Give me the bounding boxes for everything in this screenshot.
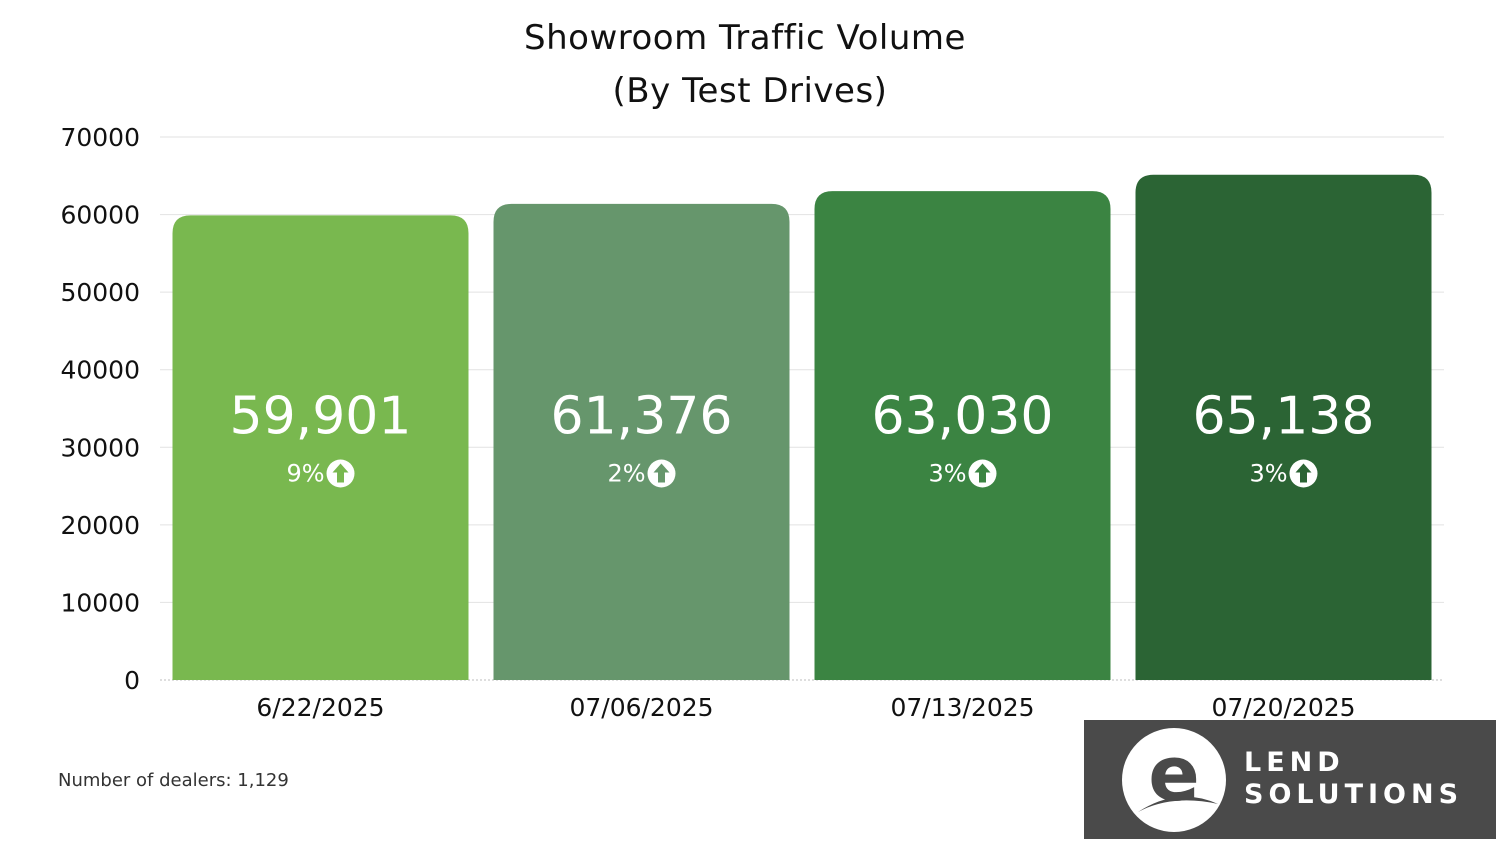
arrow-up-circle-icon xyxy=(968,459,997,488)
y-tick-label: 10000 xyxy=(60,588,140,617)
chart-title-line-1: Showroom Traffic Volume xyxy=(524,18,966,58)
arrow-up-circle-icon xyxy=(1289,459,1318,488)
logo-e-mark-icon: e xyxy=(1122,728,1226,832)
y-tick-label: 50000 xyxy=(60,278,140,307)
company-logo: e LEND SOLUTIONS xyxy=(1084,720,1496,839)
bar-4 xyxy=(1135,174,1432,681)
logo-letter: e xyxy=(1148,729,1200,818)
bar-value-label: 61,376 xyxy=(551,387,733,447)
bar-2 xyxy=(493,203,790,681)
y-tick-label: 40000 xyxy=(60,356,140,385)
bar-change-label: 3% xyxy=(929,460,967,488)
x-tick-label: 07/13/2025 xyxy=(890,693,1034,722)
x-axis-tick-labels: 6/22/2025 07/06/2025 07/13/2025 07/20/2025 xyxy=(256,693,1355,722)
chart-title-line-2: (By Test Drives) xyxy=(613,71,888,111)
logo-text-line-1: LEND xyxy=(1244,747,1345,778)
y-tick-label: 0 xyxy=(124,666,140,695)
x-tick-label: 07/06/2025 xyxy=(569,693,713,722)
bar-labels: 59,901 9% 61,376 2% 63,030 3% 65,138 3% xyxy=(230,387,1375,488)
bar-change-label: 2% xyxy=(608,460,646,488)
arrow-up-circle-icon xyxy=(647,459,676,488)
logo-text-line-2: SOLUTIONS xyxy=(1244,779,1464,810)
x-tick-label: 6/22/2025 xyxy=(256,693,384,722)
arrow-up-circle-icon xyxy=(326,459,355,488)
x-tick-label: 07/20/2025 xyxy=(1211,693,1355,722)
bars xyxy=(172,174,1432,681)
bar-value-label: 65,138 xyxy=(1193,387,1375,447)
y-axis-tick-labels: 0 10000 20000 30000 40000 50000 60000 70000 xyxy=(60,123,140,695)
y-tick-label: 30000 xyxy=(60,433,140,462)
bar-value-label: 59,901 xyxy=(230,387,412,447)
bar-3 xyxy=(814,191,1111,680)
y-tick-label: 70000 xyxy=(60,123,140,152)
bar-1 xyxy=(172,215,469,680)
bar-value-label: 63,030 xyxy=(872,387,1054,447)
y-tick-label: 60000 xyxy=(60,201,140,230)
y-tick-label: 20000 xyxy=(60,511,140,540)
bar-change-label: 9% xyxy=(287,460,325,488)
dealer-count-footnote: Number of dealers: 1,129 xyxy=(58,770,289,791)
bar-change-label: 3% xyxy=(1250,460,1288,488)
